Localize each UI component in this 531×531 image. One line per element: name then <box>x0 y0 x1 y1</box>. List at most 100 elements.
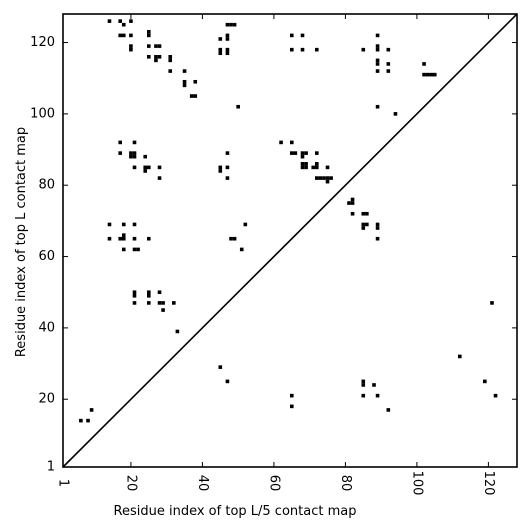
contact-point <box>300 165 305 170</box>
contact-point <box>129 47 133 52</box>
contact-point <box>121 233 126 237</box>
contact-point <box>493 393 498 398</box>
contact-point <box>182 69 187 73</box>
contact-point <box>361 226 366 230</box>
y-tick-label: 120 <box>30 35 55 50</box>
contact-point <box>218 37 223 41</box>
contact-point <box>386 69 391 73</box>
contact-point <box>157 176 162 180</box>
contact-point <box>375 47 380 52</box>
plot-frame <box>62 13 518 468</box>
contact-point <box>147 55 151 59</box>
x-tick-label: 40 <box>195 475 210 492</box>
contact-point <box>225 22 230 27</box>
contact-point <box>189 94 194 98</box>
contact-point <box>483 379 487 384</box>
contact-point <box>157 55 162 59</box>
contact-points <box>79 19 498 423</box>
contact-point <box>182 79 187 84</box>
contact-point <box>375 44 380 48</box>
contact-point <box>225 379 230 384</box>
contact-point <box>243 222 248 227</box>
contact-point <box>79 418 83 423</box>
contact-point <box>107 19 112 23</box>
contact-point <box>289 140 294 145</box>
contact-point <box>304 165 308 170</box>
contact-point <box>289 404 294 409</box>
contact-point <box>361 211 366 216</box>
contact-point <box>375 33 380 38</box>
contact-point <box>311 165 316 170</box>
contact-point <box>347 201 351 205</box>
y-axis-label: Residue index of top L contact map <box>14 127 29 357</box>
contact-point <box>129 33 133 38</box>
y-tick-label: 80 <box>38 178 55 193</box>
contact-point <box>361 393 366 398</box>
contact-point <box>168 69 173 73</box>
contact-point <box>157 290 162 295</box>
contact-point <box>132 247 137 252</box>
x-tick-label: 120 <box>481 471 496 496</box>
contact-point <box>132 165 137 170</box>
contact-point <box>279 140 283 145</box>
contact-point <box>300 151 305 155</box>
contact-point <box>225 51 230 56</box>
contact-point <box>129 44 133 48</box>
x-tick-label: 1 <box>56 479 71 487</box>
contact-point <box>375 393 380 398</box>
contact-point <box>361 222 366 227</box>
contact-point <box>107 222 112 227</box>
contact-point <box>315 165 319 170</box>
contact-point <box>318 176 323 180</box>
contact-point <box>236 104 240 109</box>
contact-point <box>132 151 137 155</box>
contact-point <box>315 162 319 166</box>
x-tick-label: 80 <box>338 475 353 492</box>
contact-point <box>225 165 230 170</box>
diagonal-line <box>62 13 518 468</box>
contact-point <box>393 112 398 116</box>
contact-point <box>458 354 462 359</box>
contact-point <box>118 151 122 155</box>
contact-point <box>121 236 126 241</box>
contact-point <box>218 365 223 369</box>
contact-point <box>182 83 187 88</box>
contact-point <box>161 308 165 312</box>
y-tick-label: 20 <box>38 392 55 407</box>
contact-point <box>121 33 126 38</box>
x-tick-label: 60 <box>266 475 281 492</box>
contact-point <box>157 301 162 305</box>
contact-point <box>118 19 122 23</box>
contact-point <box>375 58 380 63</box>
contact-point <box>218 165 223 170</box>
contact-point <box>229 22 233 27</box>
contact-point <box>315 151 319 155</box>
contact-point <box>289 151 294 155</box>
contact-point <box>432 72 437 77</box>
contact-point <box>143 169 148 173</box>
contact-point <box>121 22 126 27</box>
contact-point <box>132 222 137 227</box>
contact-point <box>225 37 230 41</box>
y-tick-label: 100 <box>30 106 55 121</box>
contact-point <box>325 179 330 184</box>
contact-point <box>89 408 94 412</box>
contact-point <box>300 33 305 38</box>
contact-point <box>315 47 319 52</box>
contact-point <box>154 44 158 48</box>
contact-point <box>365 222 369 227</box>
contact-point <box>143 154 148 159</box>
contact-point <box>232 236 237 241</box>
contact-point <box>361 383 366 387</box>
contact-point <box>375 69 380 73</box>
contact-point <box>154 55 158 59</box>
contact-point <box>175 329 180 334</box>
contact-point <box>375 222 380 227</box>
contact-point <box>304 151 308 155</box>
contact-point <box>147 30 151 34</box>
contact-point <box>361 47 366 52</box>
contact-point <box>143 165 148 170</box>
contact-point <box>375 226 380 230</box>
